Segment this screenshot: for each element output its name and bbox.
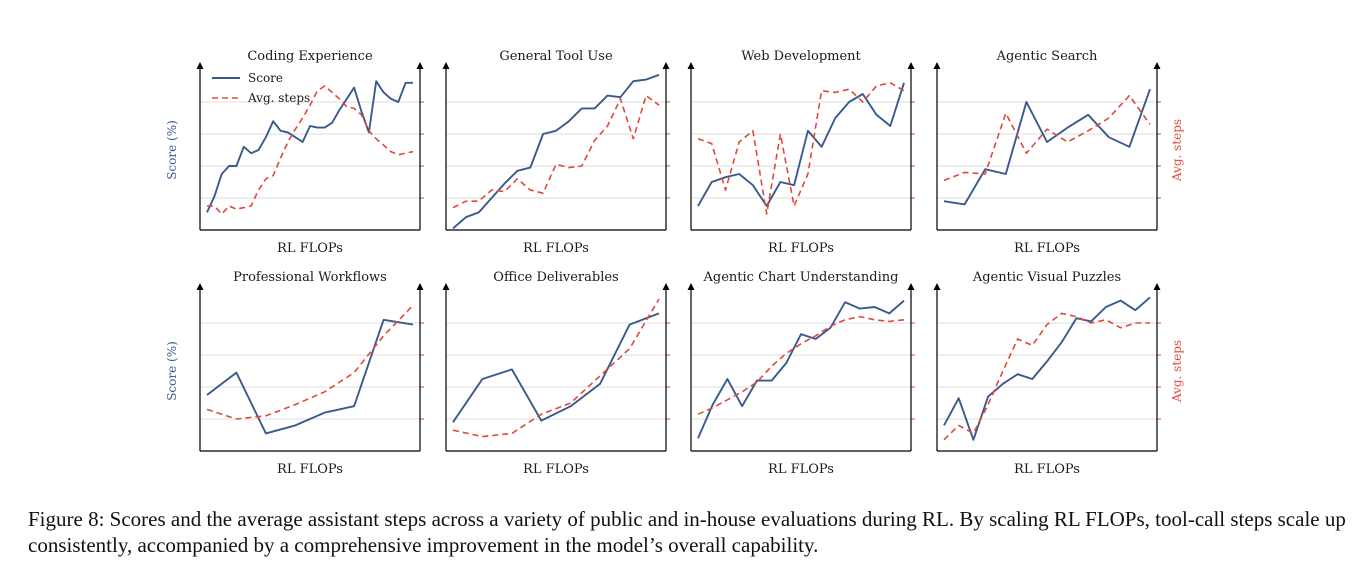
- left-axis-arrow-icon: [933, 283, 941, 290]
- right-axis-arrow-icon: [416, 62, 424, 69]
- series-score-line: [943, 296, 1151, 441]
- right-axis-arrow-icon: [907, 283, 915, 290]
- y-axis-label-left: Score (%): [165, 341, 179, 401]
- figure-panels: Coding Experience RL FLOPs Score (%) Score A…: [165, 49, 1184, 477]
- series-score-line: [697, 82, 905, 207]
- left-axis-arrow-icon: [196, 283, 204, 290]
- left-axis-arrow-icon: [196, 62, 204, 69]
- panel-title: Web Development: [741, 49, 861, 64]
- left-axis-arrow-icon: [442, 283, 450, 290]
- right-axis-arrow-icon: [1153, 62, 1161, 69]
- panel-title: Coding Experience: [247, 49, 373, 64]
- panel-professional-workflows: Professional Workflows RL FLOPs Score (%): [165, 270, 424, 477]
- right-axis-arrow-icon: [416, 283, 424, 290]
- panel-agentic-search: Agentic Search RL FLOPs Avg. steps: [933, 49, 1184, 256]
- series-score-line: [452, 73, 660, 230]
- panel-agentic-chart-understanding: Agentic Chart Understanding RL FLOPs: [687, 270, 915, 477]
- x-axis-label: RL FLOPs: [768, 241, 834, 256]
- right-axis-arrow-icon: [907, 62, 915, 69]
- x-axis-label: RL FLOPs: [768, 462, 834, 477]
- figure-caption: Figure 8: Scores and the average assista…: [28, 507, 1346, 557]
- panel-title: Agentic Search: [996, 49, 1098, 64]
- y-axis-label-left: Score (%): [165, 120, 179, 180]
- series-score-line: [943, 88, 1151, 206]
- left-axis-arrow-icon: [687, 283, 695, 290]
- series-score-line: [206, 318, 414, 435]
- panel-title: Professional Workflows: [233, 270, 387, 285]
- series-avg-steps-line: [697, 315, 905, 415]
- series-avg-steps-line: [452, 298, 660, 438]
- legend: Score Avg. steps: [212, 71, 310, 105]
- left-axis-arrow-icon: [933, 62, 941, 69]
- legend-steps-label: Avg. steps: [247, 91, 310, 105]
- right-axis-arrow-icon: [662, 62, 670, 69]
- legend-score-label: Score: [248, 71, 283, 85]
- y-axis-label-right: Avg. steps: [1170, 119, 1184, 182]
- series-score-line: [206, 80, 413, 213]
- left-axis-arrow-icon: [687, 62, 695, 69]
- x-axis-label: RL FLOPs: [277, 462, 343, 477]
- series-avg-steps-line: [452, 94, 660, 209]
- panel-title: Agentic Visual Puzzles: [972, 270, 1121, 285]
- panel-title: General Tool Use: [499, 49, 613, 64]
- x-axis-label: RL FLOPs: [523, 462, 589, 477]
- panel-web-development: Web Development RL FLOPs: [687, 49, 915, 256]
- panel-coding-experience: Coding Experience RL FLOPs Score (%) Score A…: [165, 49, 424, 256]
- series-avg-steps-line: [207, 85, 414, 215]
- series-avg-steps-line: [206, 304, 414, 420]
- series-avg-steps-line: [943, 312, 1150, 441]
- panel-agentic-visual-puzzles: Agentic Visual Puzzles RL FLOPs Avg. steps: [933, 270, 1184, 477]
- series-avg-steps-line: [943, 94, 1151, 182]
- x-axis-label: RL FLOPs: [523, 241, 589, 256]
- panel-general-tool-use: General Tool Use RL FLOPs: [442, 49, 670, 256]
- left-axis-arrow-icon: [442, 62, 450, 69]
- series-score-line: [452, 312, 660, 423]
- right-axis-arrow-icon: [1153, 283, 1161, 290]
- series-score-line: [697, 299, 905, 439]
- x-axis-label: RL FLOPs: [277, 241, 343, 256]
- panel-title: Office Deliverables: [493, 270, 618, 285]
- x-axis-label: RL FLOPs: [1014, 241, 1080, 256]
- panel-office-deliverables: Office Deliverables RL FLOPs: [442, 270, 670, 477]
- series-avg-steps-line: [697, 82, 905, 215]
- x-axis-label: RL FLOPs: [1014, 462, 1080, 477]
- right-axis-arrow-icon: [662, 283, 670, 290]
- panel-title: Agentic Chart Understanding: [703, 270, 899, 285]
- y-axis-label-right: Avg. steps: [1170, 340, 1184, 403]
